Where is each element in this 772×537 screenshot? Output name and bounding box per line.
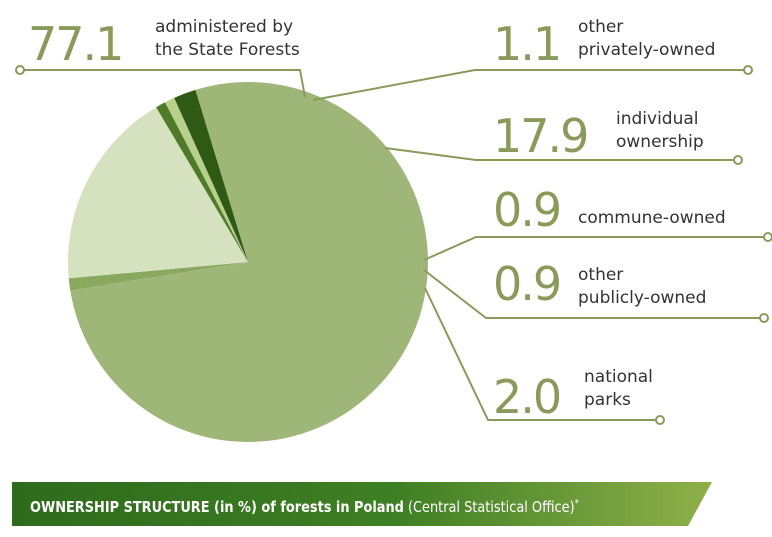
slice-label-1-line-1: privately-owned xyxy=(578,40,715,60)
slice-label-4-line-1: publicly-owned xyxy=(578,288,706,308)
leader-line-4 xyxy=(423,269,764,319)
leader-line-2 xyxy=(384,147,738,161)
pie-slice-1 xyxy=(68,262,249,291)
pie-slice-4 xyxy=(165,97,248,262)
pie-slice-2 xyxy=(67,107,249,279)
slice-label-0-line-0: administered by xyxy=(155,17,293,37)
slice-value-0: 77.1 xyxy=(28,17,122,71)
leader-line-1 xyxy=(312,69,748,101)
caption-footnote-mark: * xyxy=(574,498,579,509)
slice-value-5: 2.0 xyxy=(493,370,560,424)
pie-slice-3 xyxy=(156,102,248,263)
leader-end-dot-3 xyxy=(763,232,772,242)
leader-line-0 xyxy=(20,69,306,98)
slice-label-5-line-1: parks xyxy=(584,390,631,410)
slice-value-4: 0.9 xyxy=(493,257,560,311)
slice-label-2-line-0: individual xyxy=(616,109,699,129)
ownership-pie-chart: 77.1 administered by the State Forests 1.1 o… xyxy=(15,17,772,443)
slice-label-2-line-1: ownership xyxy=(616,132,704,152)
caption-banner-background xyxy=(12,482,712,526)
leader-end-dot-2 xyxy=(733,155,743,165)
slice-label-5-line-0: national xyxy=(584,367,653,387)
leader-end-dot-5 xyxy=(655,415,665,425)
slice-label-1-line-0: other xyxy=(578,17,623,37)
leader-end-dot-1 xyxy=(743,65,753,75)
caption-text: OWNERSHIP STRUCTURE (in %) of forests in… xyxy=(30,482,579,526)
leader-line-3 xyxy=(423,236,768,261)
slice-label-3-line-0: commune-owned xyxy=(578,208,726,228)
caption-title: OWNERSHIP STRUCTURE (in %) of forests in… xyxy=(30,498,404,516)
leader-end-dot-0 xyxy=(15,65,25,75)
slice-value-3: 0.9 xyxy=(493,183,560,237)
pie-slice-0 xyxy=(70,82,429,443)
leader-line-5 xyxy=(424,287,660,421)
leader-end-dot-4 xyxy=(759,313,769,323)
slice-label-0-line-1: the State Forests xyxy=(155,40,300,60)
slice-label-4-line-0: other xyxy=(578,265,623,285)
slice-value-1: 1.1 xyxy=(493,17,560,71)
slice-value-2: 17.9 xyxy=(493,109,587,163)
pie-slice-5 xyxy=(174,89,248,263)
caption-banner: OWNERSHIP STRUCTURE (in %) of forests in… xyxy=(12,482,712,526)
caption-source: (Central Statistical Office) xyxy=(403,498,575,516)
